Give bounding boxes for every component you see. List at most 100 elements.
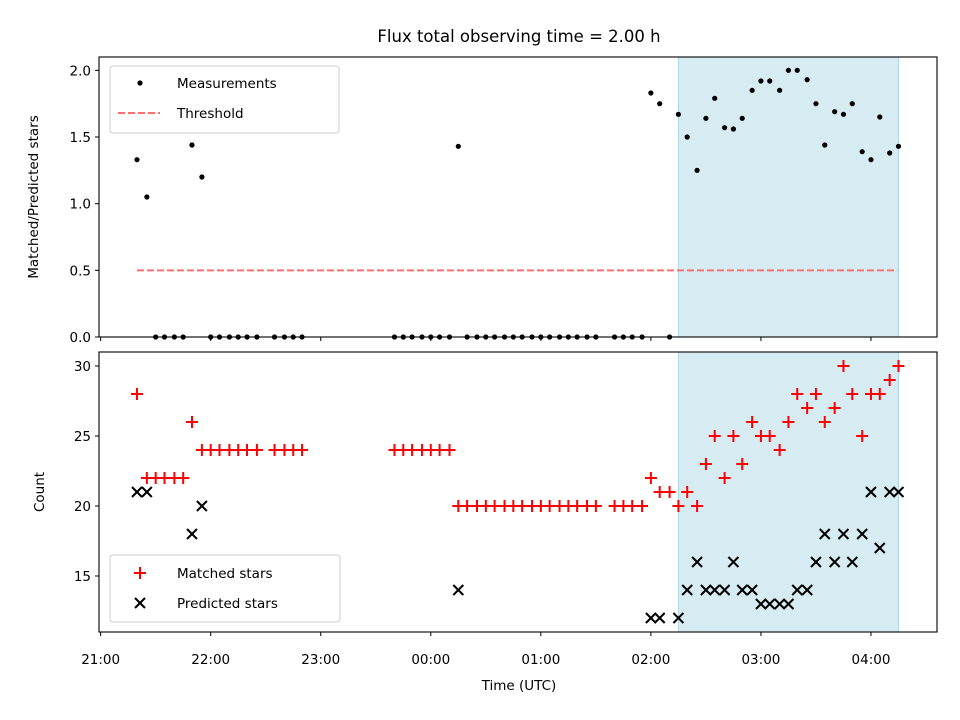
count-y-ticks: 15 20 25 30 [74,359,99,585]
predicted-stars-point [865,486,877,498]
x-axis-label: Time (UTC) [481,678,557,694]
x-tick-label: 21:00 [81,652,120,668]
y-tick-label: 20 [74,499,91,515]
x-tick-label: 01:00 [521,652,560,668]
count-legend-box [109,554,341,623]
count-axes-frame [98,351,938,633]
observing-span-bottom [677,351,899,633]
x-tick-label: 03:00 [741,652,780,668]
measurement-point [777,87,783,93]
ratio-y-ticks: 0.0 0.5 1.0 1.5 2.0 [70,63,99,346]
measurement-point [887,150,893,156]
count-panel: 15 20 25 30 Count Matched stars Predicted s… [32,351,938,633]
measurement-point [804,77,810,83]
predicted-stars-point [874,542,886,554]
predicted-stars-point [755,598,767,610]
predicted-stars-point [810,556,822,568]
predicted-stars-point [718,584,731,596]
measurements-legend-marker [137,80,143,86]
measurement-point [684,134,690,140]
matched-stars-point [681,486,694,498]
matched-stars-point [791,388,804,400]
x-tick-label: 04:00 [852,652,891,668]
predicted-stars-point [141,486,153,498]
predicted-stars-point [736,584,748,596]
predicted-stars-point [196,500,208,512]
measurement-point [730,126,737,132]
matched-stars-point [130,388,143,400]
observing-span-top [677,56,899,338]
predicted-stars-point [837,528,850,540]
predicted-stars-point [653,612,666,624]
measurement-point [657,101,663,107]
predicted-stars-point [672,612,685,624]
matched-stars-point [718,472,731,484]
matched-stars-point [763,430,776,442]
y-tick-label: 25 [74,429,91,445]
measurements-legend-label: Measurements [177,76,277,92]
matched-stars-point [818,416,831,428]
chart-title: Flux total observing time = 2.00 h [377,27,660,46]
matched-stars-point [846,388,859,400]
measurement-point [840,111,847,117]
measurement-point [849,101,855,107]
matched-stars-point [736,458,749,470]
y-tick-label: 1.0 [70,197,91,213]
measurement-point [895,143,902,149]
predicted-stars-point [746,584,758,596]
measurement-point [859,149,865,155]
matched-stars-point [644,472,657,484]
predicted-stars-point [727,556,740,568]
predicted-stars-legend-marker [134,597,146,609]
measurement-point [144,194,150,200]
count-y-axis-label: Count [32,472,48,512]
measurement-point [189,142,195,148]
predicted-stars-point [764,598,776,610]
predicted-stars-point [700,584,712,596]
matched-stars-point [691,500,704,512]
y-tick-label: 0.5 [70,263,91,279]
y-tick-label: 2.0 [70,63,91,79]
predicted-stars-point [681,584,693,596]
predicted-stars-point [819,528,831,540]
predicted-stars-point [131,486,143,498]
measurement-point [703,115,709,121]
matched-stars-point [672,500,685,512]
measurement-point [648,90,654,96]
predicted-stars-point [773,598,786,610]
predicted-stars-point [828,556,841,568]
predicted-stars-point [856,528,868,540]
measurement-point [694,167,700,173]
count-legend: Matched stars Predicted stars [109,554,341,623]
measurement-point [785,67,792,73]
matched-stars-point [801,402,814,414]
predicted-stars-point [452,584,465,596]
x-tick-label: 02:00 [631,652,670,668]
y-tick-label: 30 [74,359,91,375]
matched-stars-point [443,444,456,456]
matched-stars-point [185,416,198,428]
ratio-axes-frame [98,56,938,338]
y-tick-label: 1.5 [70,130,91,146]
matched-stars-point [250,444,263,456]
matched-stars-point [837,360,850,372]
measurement-point [749,87,755,93]
measurement-point [767,78,773,84]
measurement-point [832,109,838,115]
matched-stars-point [782,416,795,428]
predicted-stars-point [691,556,703,568]
y-tick-label: 0.0 [70,330,91,346]
matched-stars-point [828,402,841,414]
measurement-point [877,114,883,120]
matched-stars-legend-label: Matched stars [177,566,273,582]
matched-stars-point [177,472,190,484]
time-x-ticks: 21:00 22:00 23:00 00:00 01:00 02:00 03:00 04:00 [81,337,890,668]
measurement-point [455,143,461,149]
measurement-point [794,67,800,73]
predicted-stars-point [709,584,721,596]
predicted-stars-point [791,584,803,596]
matched-stars-point [892,360,905,372]
predicted-stars-point [645,612,657,624]
matched-stars-point [773,444,786,456]
predicted-stars-point [846,556,858,568]
